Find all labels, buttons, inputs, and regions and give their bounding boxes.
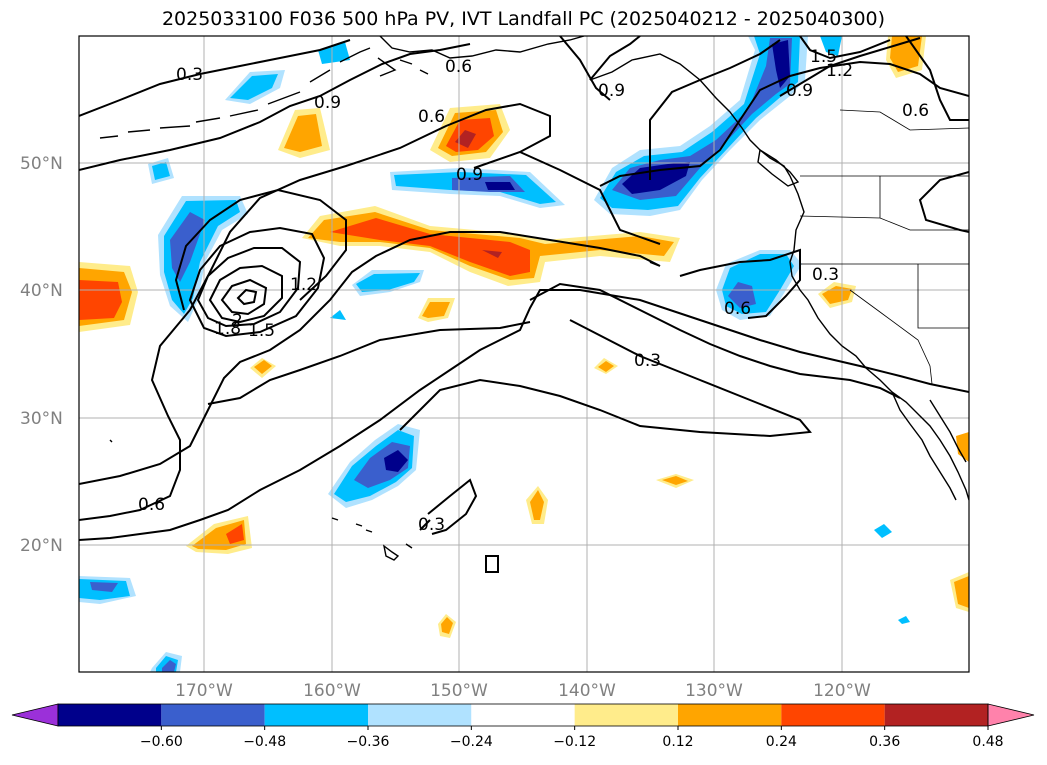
lon-label: 130°W	[685, 681, 743, 701]
colorbar-tick-label: −0.60	[140, 734, 183, 750]
contour-label: 0.6	[445, 57, 472, 77]
shade-blob-small-positive	[278, 108, 330, 158]
contour-label: 0.9	[314, 93, 341, 113]
colorbar-segment	[368, 704, 471, 726]
contour-label: 1.5	[248, 321, 275, 341]
contour-labels: 0.3 0.6 0.9 0.6 0.9 1.5 1.2 0.9 0.6 1.2 …	[138, 47, 929, 535]
longitude-labels: 170°W 160°W 150°W 140°W 130°W 120°W	[175, 681, 871, 701]
map-figure: 0.3 0.6 0.9 0.6 0.9 1.5 1.2 0.9 0.6 1.2 …	[0, 0, 1047, 765]
contour-label: 0.6	[138, 495, 165, 515]
lon-label: 150°W	[430, 681, 488, 701]
colorbar-segment	[471, 704, 574, 726]
shade-blob-17n-negative	[79, 576, 182, 672]
shade-blob-cyclone-negative	[158, 196, 248, 322]
colorbar-tick-label: −0.24	[450, 734, 493, 750]
contour-label: 0.3	[176, 65, 203, 85]
pc-shading	[79, 36, 969, 672]
contour-label: 0.6	[902, 101, 929, 121]
lat-label: 30°N	[20, 409, 63, 429]
contour-label: 0.6	[418, 107, 445, 127]
graticule	[79, 36, 969, 672]
contour-label: 0.3	[418, 515, 445, 535]
contour-label: 2	[232, 311, 243, 331]
colorbar-segment	[885, 704, 988, 726]
colorbar-tick-label: −0.12	[553, 734, 596, 750]
colorbar-extend-high	[988, 704, 1034, 726]
contour-label: 0.9	[456, 165, 483, 185]
colorbar-segment	[265, 704, 368, 726]
colorbar-tick-label: 0.36	[869, 734, 900, 750]
contour-label: 1.2	[290, 275, 317, 295]
contour-label: 0.6	[724, 299, 751, 319]
shade-blob-west-positive	[79, 262, 138, 332]
lat-label: 40°N	[20, 281, 63, 301]
political-borders	[800, 110, 969, 384]
contour-label: 0.9	[598, 81, 625, 101]
shade-band-43n-positive	[302, 206, 680, 286]
lon-label: 160°W	[303, 681, 361, 701]
shade-blob-small-negative	[148, 158, 174, 184]
map-frame	[79, 36, 969, 672]
shade-blob-40n-negative	[330, 270, 424, 320]
colorbar-extend-low	[12, 704, 58, 726]
lat-label: 50°N	[20, 154, 63, 174]
colorbar-tick-label: 0.24	[766, 734, 797, 750]
lon-label: 140°W	[558, 681, 616, 701]
colorbar-tick-label: 0.12	[662, 734, 693, 750]
shade-blob-23n-positive	[526, 474, 694, 524]
colorbar-segment	[58, 704, 161, 726]
colorbar-segment	[781, 704, 884, 726]
lon-label: 170°W	[175, 681, 233, 701]
latitude-labels: 50°N 40°N 30°N 20°N	[20, 154, 63, 556]
colorbar-tick-label: 0.48	[972, 734, 1003, 750]
colorbar-segment	[575, 704, 678, 726]
shade-band-ne-negative	[594, 36, 842, 216]
lon-label: 120°W	[813, 681, 871, 701]
contour-label: 0.3	[634, 351, 661, 371]
shade-blob-coast-positive	[818, 36, 969, 624]
contour-label: 0.3	[812, 265, 839, 285]
contour-label: 1.2	[826, 61, 853, 81]
shade-blob-13n-positive	[438, 614, 456, 638]
lat-label: 20°N	[20, 536, 63, 556]
colorbar-segment	[678, 704, 781, 726]
colorbar-tick-label: −0.48	[243, 734, 286, 750]
contour-label: 0.9	[786, 81, 813, 101]
shade-blob-27n-negative	[328, 424, 420, 508]
colorbar-tick-label: −0.36	[347, 734, 390, 750]
shade-blob-38n-positive	[418, 298, 455, 322]
colorbar-segment	[161, 704, 264, 726]
colorbar: −0.60 −0.48 −0.36 −0.24 −0.12 0.12 0.24 0.36 0.4…	[12, 704, 1047, 750]
